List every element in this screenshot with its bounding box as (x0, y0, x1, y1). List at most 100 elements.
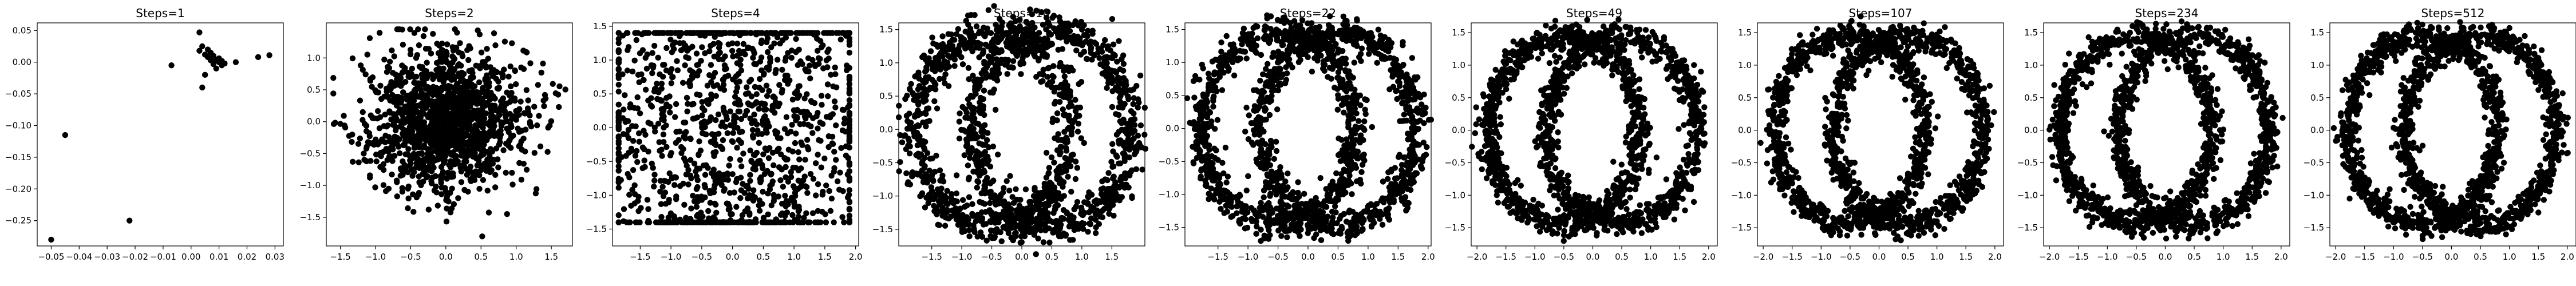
scatter-point (661, 138, 667, 145)
scatter-point (635, 72, 642, 78)
scatter-point (987, 200, 993, 206)
scatter-point (702, 194, 708, 201)
scatter-point (824, 49, 831, 55)
scatter-point (789, 96, 796, 103)
scatter-point (615, 66, 622, 72)
scatter-point (492, 42, 499, 49)
scatter-point (994, 152, 1001, 158)
scatter-point (931, 98, 938, 105)
scatter-point (1108, 158, 1115, 165)
scatter-point (466, 43, 472, 49)
scatter-point (1078, 206, 1085, 213)
scatter-point (797, 121, 803, 128)
scatter-point (827, 208, 834, 214)
scatter-point (991, 45, 998, 51)
scatter-point (908, 81, 914, 87)
x-tick-label: −1.5 (630, 252, 650, 262)
scatter-point (712, 70, 718, 76)
scatter-point (1052, 135, 1058, 141)
scatter-point (721, 186, 728, 192)
scatter-point (196, 47, 203, 54)
scatter-point (820, 65, 827, 72)
scatter-point (810, 115, 816, 121)
scatter-point (981, 58, 987, 65)
scatter-point (363, 122, 370, 129)
x-tick-label: 0.0 (1015, 252, 1029, 262)
scatter-point (974, 84, 980, 90)
scatter-point (1093, 224, 1099, 231)
scatter-point (763, 82, 770, 89)
scatter-point (957, 205, 963, 212)
scatter-point (423, 68, 429, 74)
scatter-point (364, 158, 370, 165)
x-tick-label: −0.5 (981, 252, 1002, 262)
scatter-point (454, 29, 460, 36)
scatter-point (981, 88, 987, 94)
scatter-point (367, 140, 374, 146)
scatter-point (1053, 29, 1059, 35)
scatter-point (783, 203, 789, 209)
scatter-points (1184, 12, 1435, 244)
scatter-point (931, 208, 938, 214)
scatter-point (1032, 185, 1038, 191)
scatter-point (392, 133, 398, 140)
scatter-point (644, 197, 651, 203)
scatter-point (965, 21, 971, 27)
scatter-point (1049, 193, 1056, 199)
x-tick-label: −0.03 (94, 252, 120, 262)
scatter-point (1317, 175, 1323, 181)
scatter-point (737, 157, 744, 163)
scatter-point (991, 38, 998, 45)
scatter-point (1102, 37, 1108, 43)
scatter-point (721, 109, 728, 115)
scatter-point (459, 50, 465, 57)
scatter-point (730, 76, 736, 82)
scatter-point (1053, 220, 1060, 227)
y-tick-label: −1.0 (872, 191, 893, 201)
scatter-point (930, 65, 937, 72)
scatter-point (915, 92, 921, 98)
scatter-point (438, 191, 445, 197)
scatter-point (455, 135, 461, 141)
scatter-point (711, 140, 717, 146)
scatter-point (712, 132, 718, 138)
scatter-point (825, 144, 832, 150)
scatter-point (783, 114, 790, 120)
scatter-point (966, 194, 973, 200)
scatter-point (779, 66, 785, 73)
scatter-point (775, 146, 781, 153)
scatter-point (1060, 112, 1067, 118)
subplot-title: Steps=2 (425, 6, 473, 20)
scatter-point (976, 54, 982, 61)
scatter-point (483, 81, 489, 87)
scatter-point (512, 67, 518, 74)
scatter-point (807, 170, 814, 177)
scatter-point (821, 155, 828, 162)
scatter-point (1030, 49, 1037, 55)
scatter-point (1040, 78, 1046, 84)
scatter-point (962, 228, 968, 235)
scatter-point (465, 126, 471, 133)
scatter-point (1032, 218, 1038, 224)
scatter-point (437, 89, 443, 95)
scatter-point (394, 97, 401, 104)
y-tick-label: −0.25 (5, 216, 31, 226)
y-tick-label: 0.5 (307, 85, 321, 95)
scatter-point (969, 106, 975, 113)
scatter-point (907, 86, 913, 93)
scatter-point (671, 174, 678, 180)
scatter-point (669, 49, 675, 55)
scatter-point (833, 157, 839, 163)
scatter-point (986, 207, 993, 213)
scatter-point (809, 57, 816, 63)
scatter-point (689, 43, 696, 50)
scatter-point (1112, 194, 1118, 200)
scatter-point (508, 116, 515, 122)
scatter-point (839, 106, 846, 113)
scatter-point (501, 38, 508, 45)
scatter-point (394, 26, 401, 33)
scatter-point (738, 67, 745, 74)
scatter-point (978, 128, 985, 134)
scatter-point (434, 202, 441, 209)
scatter-point (541, 103, 547, 109)
